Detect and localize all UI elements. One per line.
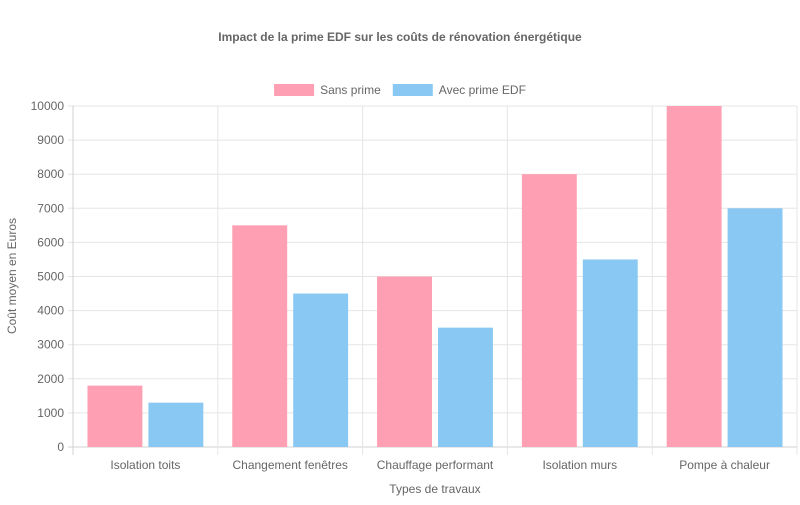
legend-swatch xyxy=(274,84,315,96)
x-axis-ticks: Isolation toits Changement fenêtres Chauff… xyxy=(110,458,770,472)
y-tick-label: 1000 xyxy=(37,406,64,420)
legend-label: Sans prime xyxy=(320,83,381,97)
bar xyxy=(666,106,722,447)
x-tick-label: Isolation murs xyxy=(542,458,617,472)
chart-title: Impact de la prime EDF sur les coûts de … xyxy=(218,30,582,44)
bar xyxy=(727,208,783,447)
bar xyxy=(293,293,349,447)
bar xyxy=(521,174,577,447)
bars xyxy=(87,106,783,447)
y-tick-label: 6000 xyxy=(37,235,64,249)
x-tick-label: Isolation toits xyxy=(110,458,180,472)
grid-lines xyxy=(68,105,798,455)
y-tick-label: 2000 xyxy=(37,372,64,386)
y-tick-label: 0 xyxy=(57,440,64,454)
x-tick-label: Pompe à chaleur xyxy=(679,458,770,472)
legend-swatch xyxy=(392,84,433,96)
y-axis-title: Coût moyen en Euros xyxy=(5,218,19,334)
x-tick-label: Changement fenêtres xyxy=(232,458,347,472)
y-tick-label: 9000 xyxy=(37,133,64,147)
bar xyxy=(582,259,638,447)
y-tick-label: 10000 xyxy=(31,99,65,113)
y-tick-label: 4000 xyxy=(37,304,64,318)
legend: Sans prime Avec prime EDF xyxy=(274,83,526,97)
y-tick-label: 5000 xyxy=(37,270,64,284)
bar xyxy=(87,385,143,447)
legend-label: Avec prime EDF xyxy=(439,83,526,97)
x-axis-title: Types de travaux xyxy=(389,482,480,496)
bar xyxy=(377,276,432,447)
bar xyxy=(148,402,204,447)
bar xyxy=(232,225,288,447)
x-tick-label: Chauffage performant xyxy=(377,458,494,472)
bar xyxy=(438,327,493,447)
y-axis-ticks: 0 1000 2000 3000 4000 5000 6000 7000 8000 9000 100… xyxy=(31,99,65,454)
y-tick-label: 3000 xyxy=(37,338,64,352)
y-tick-label: 8000 xyxy=(37,167,64,181)
y-tick-label: 7000 xyxy=(37,201,64,215)
